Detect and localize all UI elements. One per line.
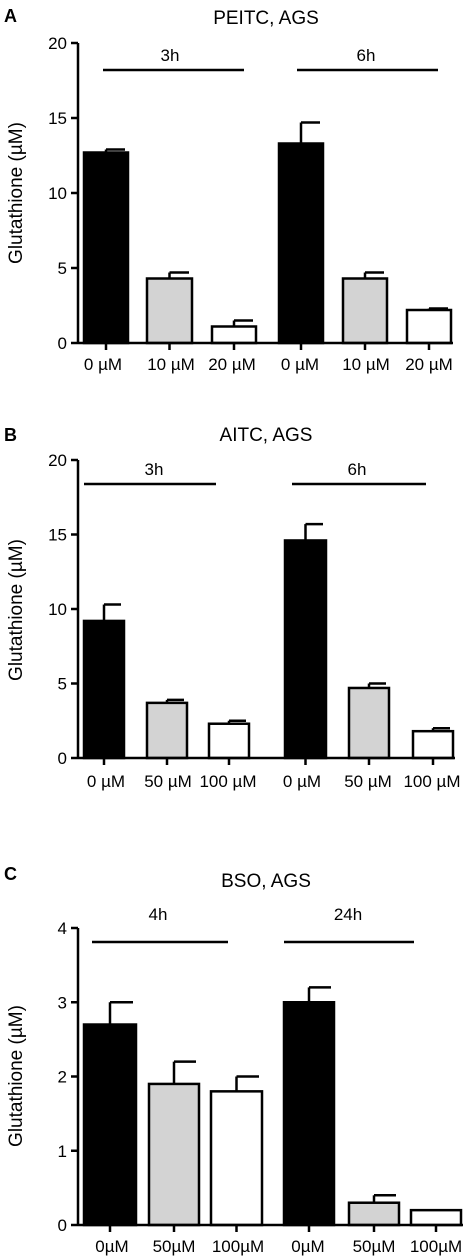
bar (82, 619, 126, 760)
x-tick-label: 0 µM (283, 772, 321, 791)
bar (347, 1201, 401, 1227)
bar (405, 308, 453, 345)
group-label: 4h (149, 905, 168, 924)
x-tick-label: 0µM (291, 1237, 324, 1256)
bar (207, 722, 251, 760)
x-tick-label: 50µM (153, 1237, 196, 1256)
group-label: 3h (145, 460, 164, 479)
bar (210, 325, 258, 345)
chart-panel-c: C BSO, AGS Glutathione (µM) 0 1 2 3 4 0µM 50µM 100… (4, 864, 463, 1256)
bar (409, 1208, 463, 1227)
y-tick-label: 15 (48, 526, 67, 545)
y-tick-label: 3 (58, 993, 67, 1012)
y-tick-label: 15 (48, 109, 67, 128)
bar (209, 1090, 264, 1227)
group-label: 6h (357, 46, 376, 65)
x-tick-label: 100 µM (403, 772, 460, 791)
y-tick-label: 0 (58, 1216, 67, 1235)
y-axis-label: Glutathione (µM) (6, 539, 27, 681)
bar (411, 729, 455, 760)
bar (82, 151, 130, 345)
panel-letter: B (4, 425, 17, 445)
x-tick-label: 0 µM (281, 355, 319, 374)
x-tick-label: 10 µM (147, 355, 195, 374)
x-tick-label: 50 µM (144, 772, 192, 791)
y-tick-label: 0 (58, 749, 67, 768)
bar (145, 701, 189, 760)
bar (283, 539, 328, 760)
x-tick-label: 20 µM (208, 355, 256, 374)
x-tick-label: 50 µM (344, 772, 392, 791)
group-label: 6h (348, 460, 367, 479)
group-label: 24h (334, 905, 362, 924)
chart-panel-a: A PEITC, AGS Glutathione (µM) 0 5 10 15 20 0 µM 1… (4, 6, 453, 374)
x-tick-label: 0µM (95, 1237, 128, 1256)
y-tick-label: 5 (58, 675, 67, 694)
x-tick-label: 100 µM (199, 772, 256, 791)
y-tick-label: 10 (48, 600, 67, 619)
x-tick-label: 20 µM (405, 355, 453, 374)
chart-title: AITC, AGS (220, 425, 313, 446)
y-axis-label: Glutathione (µM) (6, 1005, 27, 1147)
y-tick-label: 1 (58, 1142, 67, 1161)
chart-title: PEITC, AGS (213, 8, 319, 29)
x-tick-label: 0 µM (87, 772, 125, 791)
x-tick-label: 10 µM (342, 355, 390, 374)
x-tick-label: 100µM (212, 1237, 264, 1256)
y-tick-label: 5 (58, 259, 67, 278)
y-tick-label: 10 (48, 184, 67, 203)
bar (341, 277, 389, 345)
x-tick-label: 0 µM (84, 355, 122, 374)
panel-letter: A (4, 6, 17, 26)
bar (82, 1023, 138, 1227)
chart-title: BSO, AGS (221, 871, 311, 892)
y-tick-label: 20 (48, 34, 67, 53)
panel-letter: C (4, 864, 17, 884)
x-tick-label: 50µM (353, 1237, 396, 1256)
bar (145, 277, 194, 345)
bar (282, 1001, 336, 1227)
y-axis-label: Glutathione (µM) (6, 122, 27, 264)
y-tick-label: 4 (58, 919, 67, 938)
x-tick-label: 100µM (410, 1237, 462, 1256)
bar (147, 1082, 201, 1227)
y-tick-label: 2 (58, 1068, 67, 1087)
y-tick-label: 0 (58, 334, 67, 353)
y-tick-label: 20 (48, 451, 67, 470)
bar (277, 142, 325, 345)
chart-panel-b: B AITC, AGS Glutathione (µM) 0 5 10 15 20 0 µM 50… (4, 425, 461, 791)
bar (347, 686, 391, 760)
group-label: 3h (161, 46, 180, 65)
